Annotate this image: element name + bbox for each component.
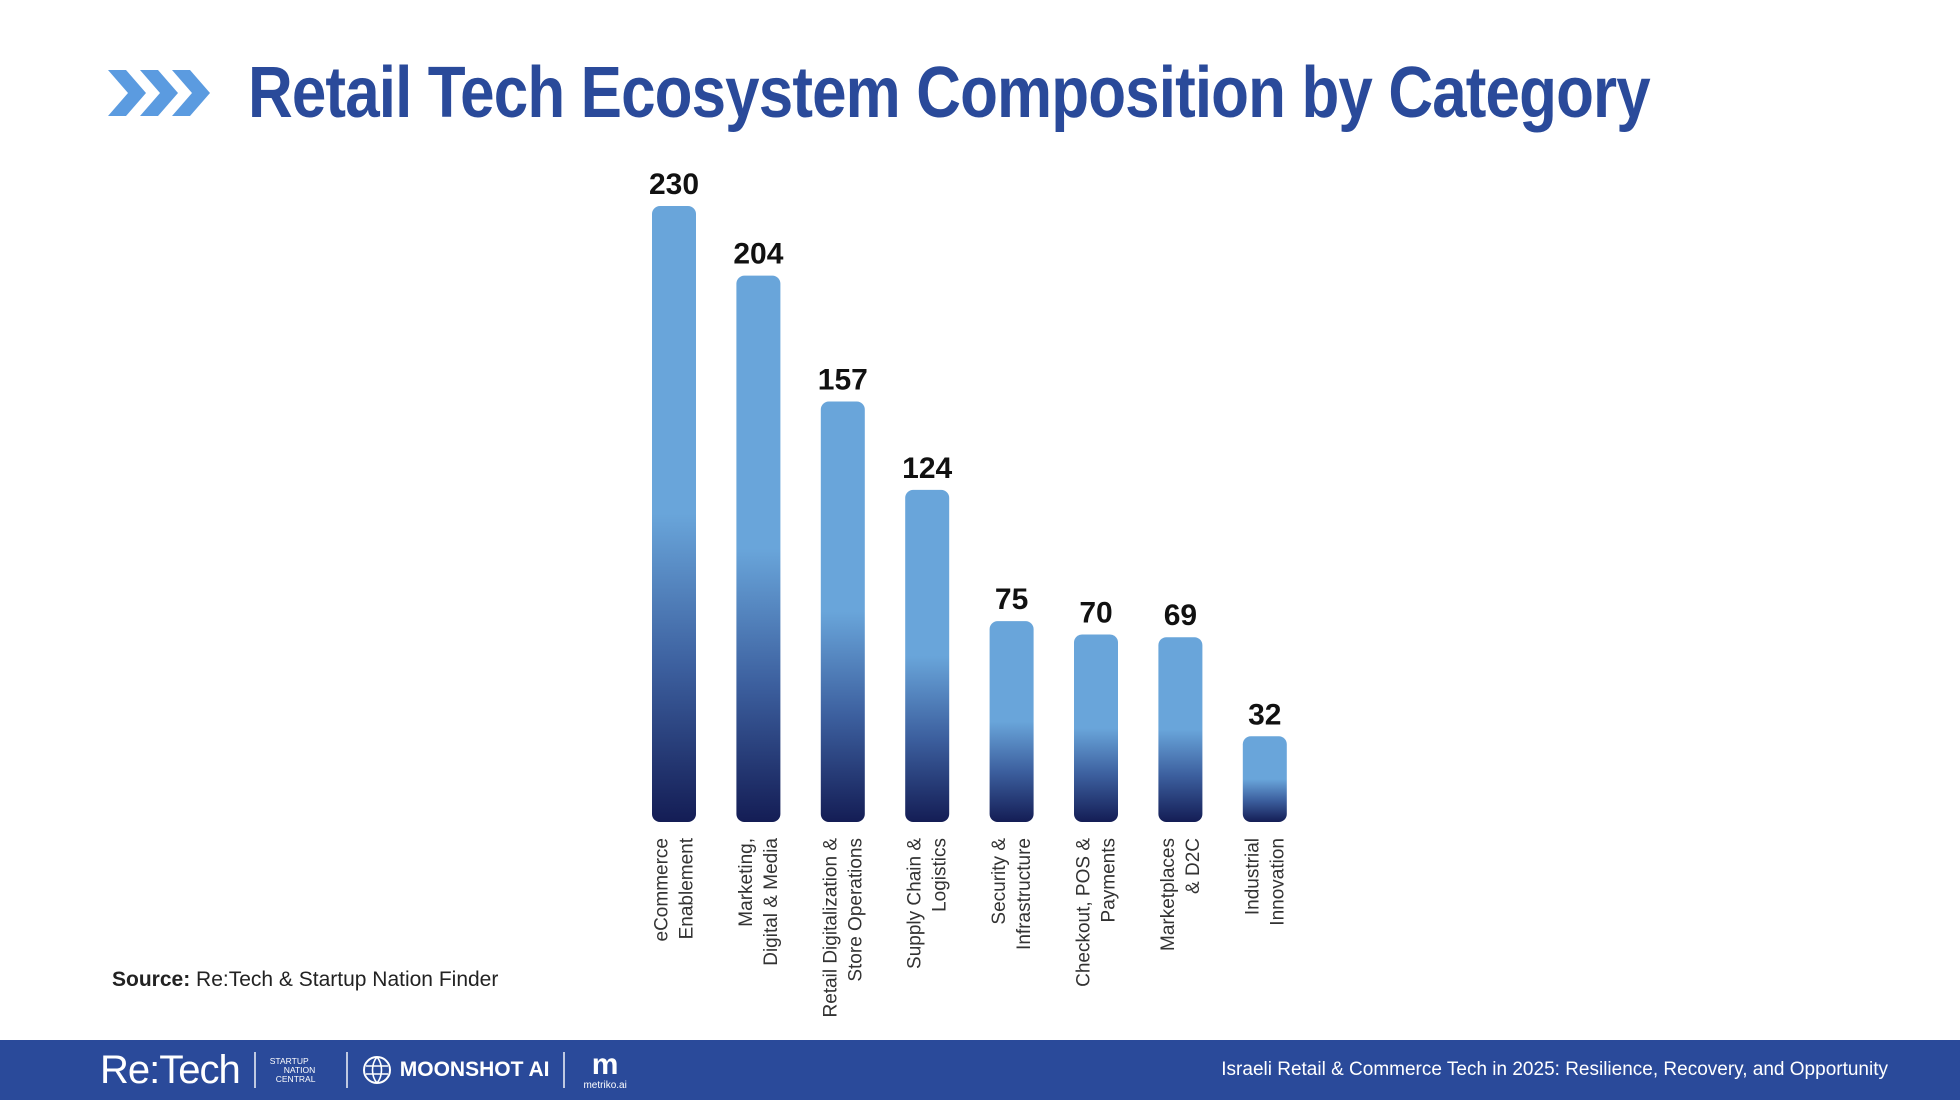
data-label: 230 — [649, 168, 699, 201]
tick-label: Marketplaces & D2C — [1158, 838, 1204, 951]
tick-label-line: Store Operations — [845, 838, 866, 982]
tick-label-line: Innovation — [1267, 838, 1288, 926]
triple-chevron-icon — [108, 70, 210, 116]
metriko-text: metriko.ai — [583, 1079, 627, 1091]
bar — [1158, 637, 1203, 822]
tick-label-line: Checkout, POS & — [1074, 838, 1095, 987]
moonshot-logo-text: MOONSHOT AI — [399, 1058, 550, 1081]
bar — [905, 489, 950, 822]
bar — [1074, 634, 1118, 822]
globe-icon — [362, 1056, 391, 1084]
tick-label: Checkout, POS & Payments — [1074, 838, 1120, 987]
source-label: Source: — [112, 968, 191, 991]
bar — [820, 401, 865, 822]
bar — [989, 621, 1034, 822]
tick-label-line: Industrial — [1242, 838, 1263, 915]
logo-divider — [345, 1052, 348, 1088]
metriko-logo: m metriko.ai — [583, 1047, 627, 1091]
slide-header: Retail Tech Ecosystem Composition by Cat… — [108, 38, 1878, 148]
bar — [652, 206, 696, 822]
logo-divider — [563, 1052, 566, 1088]
snc-line-2: NATION — [283, 1064, 316, 1075]
data-label: 204 — [733, 238, 783, 271]
data-label: 69 — [1164, 599, 1197, 632]
metriko-mark: m — [591, 1047, 619, 1081]
snc-line-1: STARTUP — [269, 1055, 309, 1066]
bar-chart: 230 eCommerce Enablement 204 Marketing, Digit… — [649, 168, 1288, 1018]
tick-label: Retail Digitalization & Store Operations — [820, 838, 866, 1018]
page-title: Retail Tech Ecosystem Composition by Cat… — [248, 53, 1651, 133]
tick-label-line: Digital & Media — [761, 838, 782, 966]
source-text: Re:Tech & Startup Nation Finder — [196, 968, 499, 991]
bars-group: 230 eCommerce Enablement 204 Marketing, Digit… — [649, 168, 1288, 1018]
bar — [736, 275, 781, 823]
tick-label: Industrial Innovation — [1242, 838, 1288, 926]
tick-label-line: Logistics — [930, 838, 951, 912]
tick-label-line: Enablement — [677, 837, 698, 939]
retech-logo: Re:Tech — [100, 1047, 241, 1092]
tick-label-line: & D2C — [1183, 838, 1204, 894]
data-label: 75 — [995, 583, 1028, 616]
snc-line-3: CENTRAL — [275, 1073, 316, 1084]
partner-logos: Re:Tech STARTUP NATION CENTRAL MOONSHOT … — [100, 1040, 627, 1100]
data-label: 70 — [1079, 597, 1112, 630]
tick-label-line: Marketplaces — [1158, 838, 1179, 951]
tick-label-line: Retail Digitalization & — [820, 838, 841, 1018]
data-label: 157 — [818, 364, 868, 397]
data-label: 32 — [1248, 698, 1281, 731]
startup-nation-central-logo: STARTUP NATION CENTRAL — [269, 1055, 332, 1084]
tick-label: eCommerce Enablement — [652, 837, 698, 941]
bar — [1242, 736, 1287, 822]
footer-bar: Re:Tech STARTUP NATION CENTRAL MOONSHOT … — [0, 1040, 1960, 1100]
tick-label-line: Infrastructure — [1014, 838, 1035, 950]
tick-label-line: Marketing, — [736, 838, 757, 927]
tick-label-line: Supply Chain & — [905, 838, 926, 969]
tick-label-line: Security & — [989, 838, 1010, 925]
tick-label-line: Payments — [1099, 838, 1120, 922]
logo-divider — [253, 1052, 256, 1088]
moonshot-logo: MOONSHOT AI — [362, 1055, 550, 1085]
data-label: 124 — [902, 452, 952, 485]
tick-label: Supply Chain & Logistics — [905, 838, 951, 969]
report-title: Israeli Retail & Commerce Tech in 2025: … — [1221, 1059, 1888, 1080]
source-note: Source: Re:Tech & Startup Nation Finder — [112, 968, 498, 992]
tick-label: Security & Infrastructure — [989, 838, 1035, 950]
tick-label: Marketing, Digital & Media — [736, 838, 782, 966]
tick-label-line: eCommerce — [652, 838, 673, 941]
